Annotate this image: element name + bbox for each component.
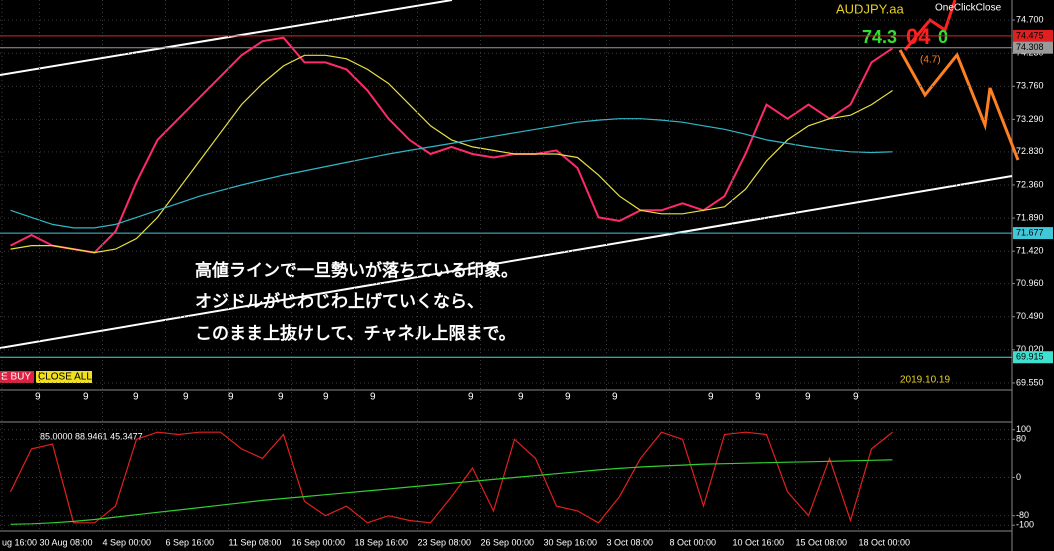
signal-label: 9 (565, 392, 571, 403)
symbol: AUDJPY.aa (836, 1, 904, 16)
note-line: 高値ラインで一旦勢いが落ちている印象。 (195, 260, 518, 281)
series-line (10, 54, 893, 254)
signal-label: 9 (323, 392, 329, 403)
buy-label[interactable]: E BUY (1, 372, 31, 383)
signal-label: 9 (708, 392, 714, 403)
price-tag (1013, 29, 1053, 42)
y-tick-label: 72.830 (1016, 146, 1044, 156)
y-tick-label: 73.760 (1016, 81, 1044, 91)
price-tag (1013, 41, 1053, 54)
x-tick-label: 26 Sep 00:00 (481, 537, 535, 547)
date-label: 2019.10.19 (900, 375, 950, 386)
price-tag-label: 69.915 (1016, 352, 1044, 362)
y-tick-label: 71.420 (1016, 246, 1044, 256)
x-tick-label: 18 Sep 16:00 (355, 537, 409, 547)
x-tick-label: 23 Sep 08:00 (418, 537, 472, 547)
note-line: オジドルがじわじわ上げていくなら、 (195, 291, 484, 312)
y-tick-label: 73.290 (1016, 114, 1044, 124)
signal-label: 9 (468, 392, 474, 403)
signal-label: 9 (518, 392, 524, 403)
signal-label: 9 (83, 392, 89, 403)
indicator-values: 85.0000 88.9461 45.3477 (40, 431, 143, 441)
y-tick-label: 71.890 (1016, 212, 1044, 222)
signal-label: 9 (183, 392, 189, 403)
y-tick-label: 70.490 (1016, 311, 1044, 321)
one-click-close[interactable]: OneClickClose (935, 3, 1002, 14)
buy-button[interactable] (0, 371, 34, 383)
y-tick-label: 70.020 (1016, 344, 1044, 354)
y-tick-label: 70.960 (1016, 278, 1044, 288)
channel-line (0, 175, 1013, 349)
price-tag-label: 71.677 (1016, 227, 1044, 237)
signal-label: 9 (805, 392, 811, 403)
x-tick-label: 15 Oct 08:00 (796, 537, 848, 547)
forecast-line (898, 49, 1020, 161)
channel-line (0, 0, 453, 76)
y-tick-label: -80 (1016, 510, 1029, 520)
y-tick-label: 0 (1016, 472, 1021, 482)
price-tag (1013, 351, 1053, 364)
x-tick-label: 18 Oct 00:00 (859, 537, 911, 547)
series-line (10, 36, 894, 254)
note-line: このまま上抜けして、チャネル上限まで。 (195, 323, 516, 344)
bid-price: 74.3 (862, 27, 897, 47)
series-line (10, 459, 893, 525)
series-line (10, 118, 893, 229)
y-tick-label: 72.360 (1016, 179, 1044, 189)
price-tag-label: 74.475 (1016, 30, 1044, 40)
bid-last: 0 (938, 27, 948, 47)
signal-label: 9 (612, 392, 618, 403)
signal-label: 9 (35, 392, 41, 403)
signal-label: 9 (755, 392, 761, 403)
signal-label: 9 (370, 392, 376, 403)
series-line (9, 431, 893, 524)
x-tick-label: 30 Aug 08:00 (40, 537, 93, 547)
x-tick-label: 11 Sep 08:00 (229, 537, 282, 547)
signal-label: 9 (278, 392, 284, 403)
y-tick-label: 69.550 (1016, 377, 1044, 387)
x-tick-label: 8 Oct 00:00 (670, 537, 717, 547)
y-tick-label: 80 (1016, 434, 1026, 444)
x-tick-label: 16 Sep 00:00 (292, 537, 346, 547)
x-tick-label: 6 Sep 16:00 (166, 537, 215, 547)
price-tag (1013, 227, 1053, 240)
y-tick-label: -100 (1016, 520, 1034, 530)
signal-label: 9 (853, 392, 859, 403)
x-tick-label: ug 16:00 (2, 537, 37, 547)
x-tick-label: 4 Sep 00:00 (103, 537, 152, 547)
y-tick-label: 74.700 (1016, 14, 1044, 24)
forecast-line (903, 0, 957, 51)
x-tick-label: 30 Sep 16:00 (544, 537, 598, 547)
x-tick-label: 3 Oct 08:00 (607, 537, 654, 547)
y-tick-label: 100 (1016, 424, 1031, 434)
spread: (4.7) (920, 55, 941, 66)
close-all-label[interactable]: CLOSE ALL (38, 372, 92, 383)
price-tag-label: 74.308 (1016, 42, 1044, 52)
signal-label: 9 (133, 392, 139, 403)
close-all-button[interactable] (36, 371, 92, 383)
x-tick-label: 10 Oct 16:00 (733, 537, 785, 547)
signal-label: 9 (228, 392, 234, 403)
